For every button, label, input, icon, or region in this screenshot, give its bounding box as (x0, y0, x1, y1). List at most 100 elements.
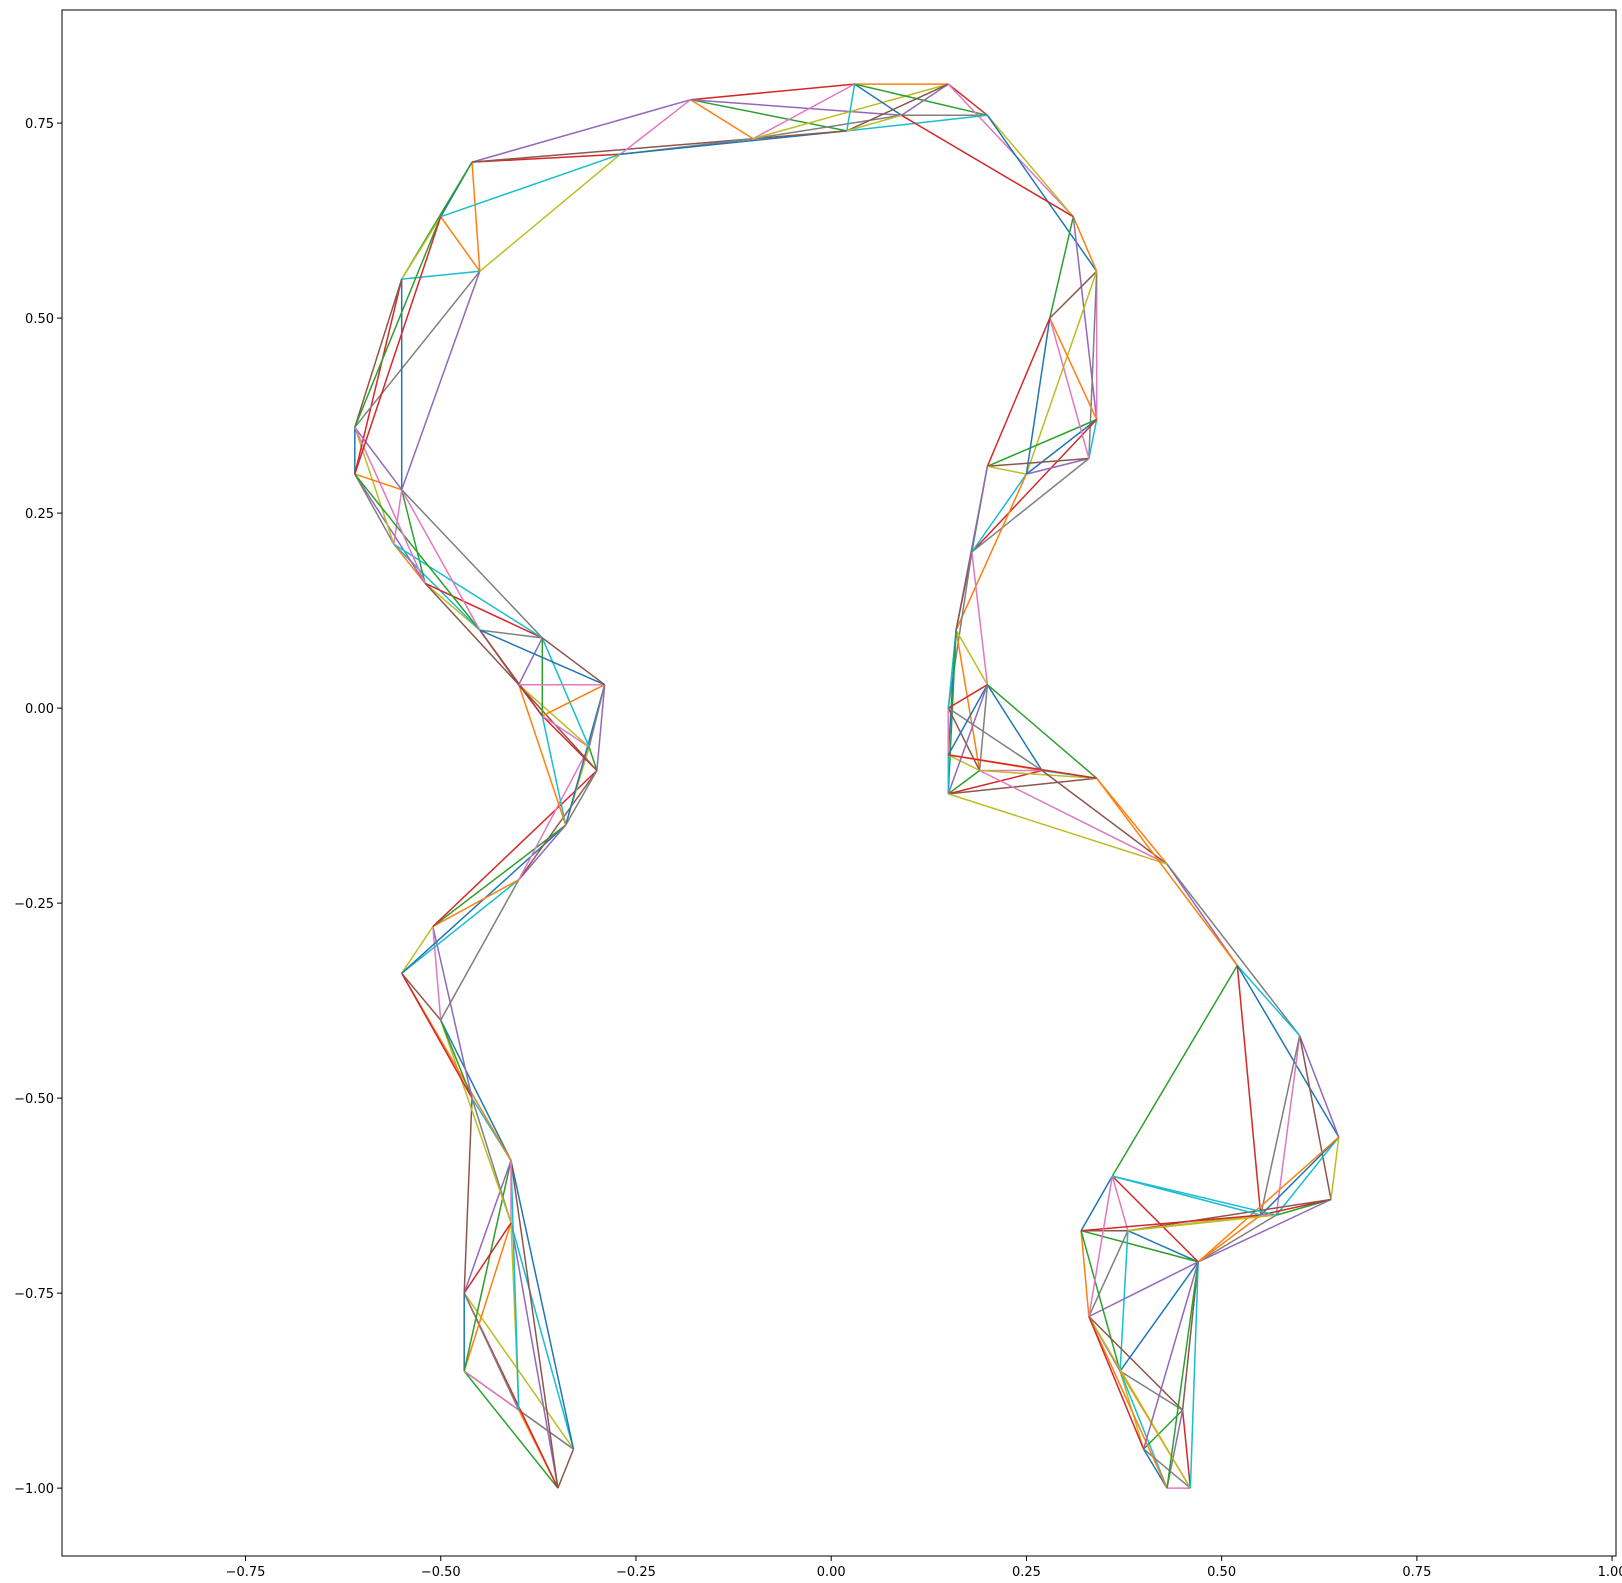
triangulation-edge (354, 473, 395, 545)
triangulation-edge (947, 754, 980, 772)
triangulation-edge (479, 629, 606, 686)
triangulation-edge (588, 746, 598, 771)
triangulation-edge (354, 278, 403, 475)
triangulation-edge (948, 793, 1168, 865)
triangulation-edge (439, 1019, 512, 1224)
triangulation-edge (948, 777, 1097, 795)
triangulation-edge (393, 543, 426, 584)
triangulation-edge (1081, 1214, 1261, 1232)
triangulation-edge (1259, 1035, 1301, 1216)
triangulation-edge (1049, 216, 1075, 319)
y-tick-label: −0.25 (14, 897, 54, 912)
triangulation-edge (987, 465, 1027, 475)
triangulation-edge (1088, 1316, 1168, 1489)
triangulation-edge (510, 1160, 575, 1450)
triangulation-edge (432, 926, 442, 1021)
triangulation-edge (955, 629, 989, 686)
triangulation-edge (1181, 1261, 1199, 1411)
triangulation-edge (979, 769, 1097, 780)
triangulation-edge (752, 114, 902, 140)
triangulation-edge (541, 715, 567, 826)
triangulation-edge (1088, 419, 1098, 459)
triangulation-edge (846, 114, 988, 132)
triangulation-edge (986, 317, 1051, 467)
triangulation-edge (1112, 1175, 1261, 1216)
x-tick-label: 0.50 (1207, 1565, 1236, 1580)
triangulation-edge (947, 707, 1043, 772)
triangulation-edge (1072, 216, 1098, 420)
triangulation-edge (947, 83, 1074, 218)
triangulation-edge (354, 473, 481, 631)
y-tick-label: 0.75 (25, 117, 54, 132)
triangulation-edge (1275, 1136, 1340, 1216)
y-tick-label: −0.75 (14, 1287, 54, 1302)
triangulation-edges (354, 83, 1340, 1489)
triangulation-edge (440, 216, 481, 272)
triangulation-edge (401, 489, 543, 639)
triangulation-edge (463, 1222, 512, 1294)
triangulation-edge (518, 746, 590, 881)
triangulation-edge (1236, 965, 1301, 1037)
triangulation-edge (955, 473, 1028, 631)
triangulation-edge (518, 684, 590, 748)
x-tick-label: −0.75 (226, 1565, 266, 1580)
triangulation-edge (518, 770, 598, 881)
triangulation-edge (1096, 777, 1238, 966)
y-tick-label: 0.25 (25, 507, 54, 522)
triangulation-edge (463, 1222, 512, 1372)
triangulation-edge (401, 489, 481, 631)
triangulation-edge (1260, 1136, 1340, 1216)
triangulation-edge (1088, 1316, 1192, 1489)
triangulation-edge (1026, 457, 1090, 475)
triangulation-edge (752, 83, 855, 140)
triangulation-edge (518, 637, 543, 686)
triangulation-edge (1166, 863, 1238, 966)
x-tick-label: 0.25 (1012, 1565, 1041, 1580)
triangulation-edge (1025, 317, 1051, 475)
triangulation-edge (1096, 777, 1168, 865)
y-tick-label: 0.00 (25, 702, 54, 717)
triangulation-edge (354, 270, 481, 428)
triangulation-edge (596, 684, 606, 771)
triangulation-edge (979, 769, 1168, 865)
triangulation-edge (463, 1098, 473, 1294)
axes-frame (61, 9, 1617, 1557)
triangulation-edge (1166, 1261, 1199, 1489)
x-tick-label: −0.50 (421, 1565, 461, 1580)
triangulation-edge (1041, 769, 1168, 865)
triangulation-edge (1142, 1261, 1199, 1450)
triangulation-edge (947, 630, 957, 794)
triangulation-edge (947, 769, 981, 795)
triangulation-edge (463, 1370, 559, 1489)
triangulation-edge (690, 99, 754, 140)
triangulation-edge (1119, 1261, 1199, 1372)
triangulation-edge (1143, 1409, 1184, 1450)
triangulation-edge (947, 83, 988, 116)
triangulation-edge (1049, 317, 1098, 420)
triangulation-edge (401, 926, 434, 974)
triangulation-edge (440, 1019, 512, 1161)
triangulation-edge (354, 278, 403, 428)
triangulation-edge (1298, 1035, 1332, 1200)
triangulation-edge (401, 972, 473, 1099)
triangulation-edge (440, 153, 621, 218)
triangulation-edge (1088, 1175, 1114, 1317)
triangulation-edge (1197, 1198, 1332, 1263)
triangulation-edge (1236, 965, 1340, 1138)
triangulation-edge (510, 1222, 559, 1489)
triangulation-edge (557, 1448, 575, 1489)
triangulation-edge (1049, 317, 1090, 459)
triangulation-edge (463, 1370, 520, 1411)
triangulation-edge (471, 162, 481, 272)
triangulation-edge (971, 457, 1090, 553)
triangulation-edge (955, 629, 981, 771)
triangulation-edge (424, 582, 520, 686)
triangulation-edge (1111, 1175, 1199, 1263)
triangulation-edge (1072, 216, 1098, 272)
triangulation-edge (1142, 1448, 1168, 1489)
triangulation-edge (846, 114, 902, 132)
triangulation-edge (463, 1292, 520, 1411)
triangulation-edge (690, 98, 847, 132)
